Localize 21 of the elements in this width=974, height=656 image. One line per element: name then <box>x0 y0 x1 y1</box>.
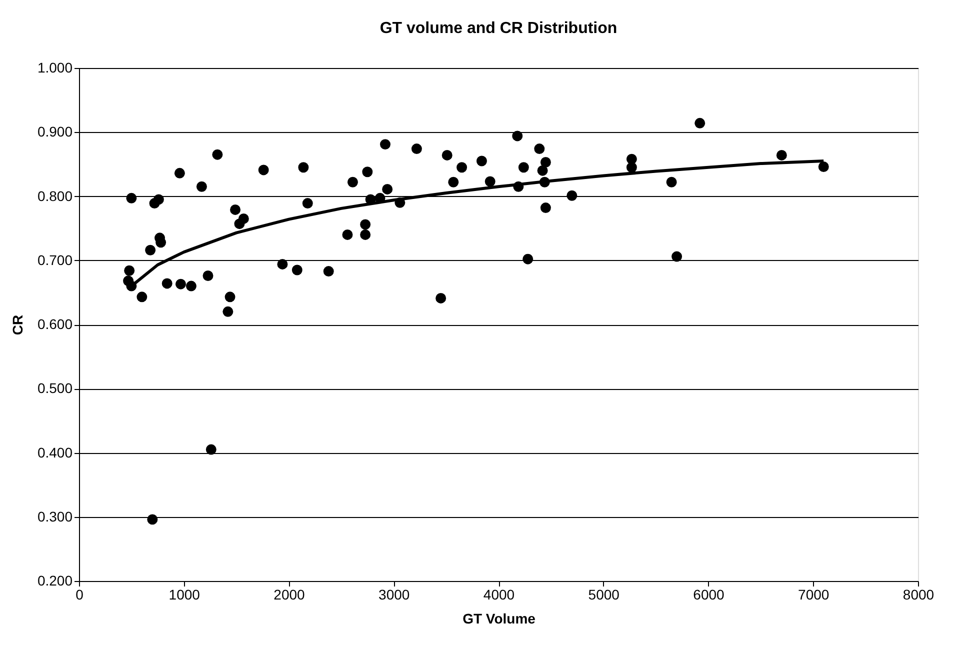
y-tick-label: 1.000 <box>37 60 73 76</box>
x-tick-label: 2000 <box>274 586 306 602</box>
x-tick-label: 7000 <box>798 586 830 602</box>
y-tick-label: 0.900 <box>37 124 73 140</box>
x-tick-label: 6000 <box>693 586 725 602</box>
y-tick-label: 0.800 <box>37 188 73 204</box>
x-tick-label: 3000 <box>378 586 410 602</box>
x-tick-label: 8000 <box>902 586 934 602</box>
y-tick-label: 0.200 <box>37 572 73 588</box>
x-axis-title: GT Volume <box>462 610 536 626</box>
y-tick-label: 0.400 <box>37 444 73 460</box>
x-tick-label: 1000 <box>168 586 200 602</box>
y-tick-label: 0.600 <box>37 316 73 332</box>
x-tick-label: 0 <box>76 586 84 602</box>
y-tick-label: 0.700 <box>37 252 73 268</box>
y-tick-label: 0.500 <box>37 380 73 396</box>
y-tick-label: 0.300 <box>37 508 73 524</box>
chart-title: GT volume and CR Distribution <box>380 20 618 37</box>
x-tick-label: 4000 <box>483 586 515 602</box>
x-tick-label: 5000 <box>588 586 620 602</box>
y-axis-title: CR <box>9 314 26 336</box>
